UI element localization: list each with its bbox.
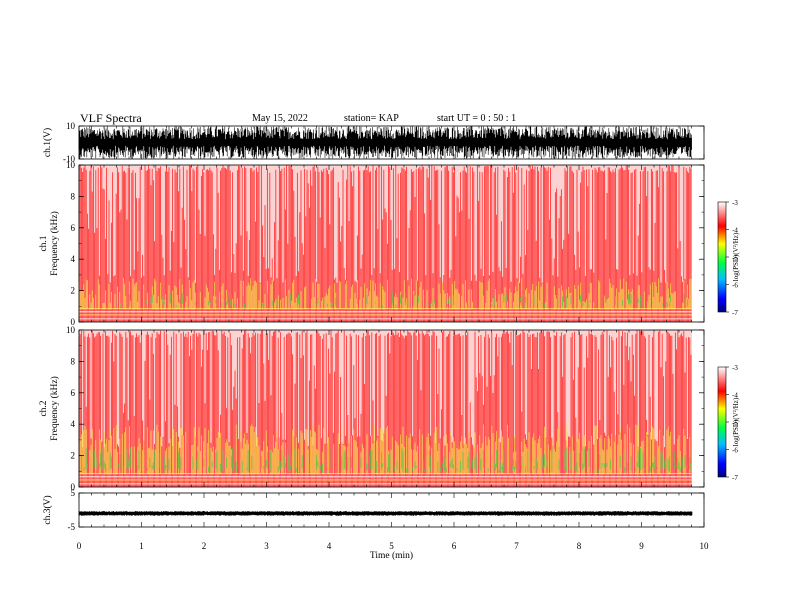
- ch3-waveform-panel: [78, 511, 693, 516]
- y-tick-label: 8: [71, 191, 76, 201]
- y-axis-label: ch.1: [39, 235, 49, 251]
- x-tick-label: 10: [700, 541, 710, 551]
- y-tick-label: 4: [71, 254, 76, 264]
- start-time-label: start UT = 0 : 50 : 1: [437, 113, 517, 124]
- y-tick-label: -10: [63, 154, 75, 164]
- y-axis-label: ch.2: [39, 400, 49, 416]
- x-tick-label: 3: [264, 541, 269, 551]
- colorbar-tick-label: -6: [732, 447, 738, 455]
- y-axis-label: ch.3(V): [42, 495, 53, 524]
- colorbar-label: log(PSD)(V²/Hz): [732, 397, 740, 446]
- y-axis-label: Frequency (kHz): [49, 211, 60, 276]
- y-tick-label: 8: [71, 356, 76, 366]
- date-label: May 15, 2022: [252, 113, 308, 124]
- colorbar-label: log(PSD)(V²/Hz): [732, 232, 740, 281]
- colorbar-tick-label: -6: [732, 282, 738, 290]
- colorbar-tick-label: -5: [732, 419, 738, 427]
- station-label: station= KAP: [344, 113, 399, 124]
- y-tick-label: 6: [71, 388, 76, 398]
- panel-frame: [78, 492, 705, 528]
- colorbar-tick-label: -3: [732, 199, 738, 207]
- y-tick-label: 5: [71, 488, 76, 498]
- colorbar-tick-label: -7: [732, 309, 738, 317]
- colorbar-tick-label: -5: [732, 254, 738, 262]
- x-axis-label: Time (min): [370, 550, 413, 561]
- y-tick-label: 0: [71, 317, 76, 327]
- y-tick-label: 2: [71, 451, 76, 461]
- x-tick-label: 5: [389, 541, 394, 551]
- x-tick-label: 9: [639, 541, 644, 551]
- ch1-waveform-trace: [78, 126, 692, 159]
- colorbar: [717, 366, 727, 478]
- x-tick-label: 7: [514, 541, 519, 551]
- colorbar-tick-label: -4: [732, 227, 738, 235]
- ch2-spectrogram-panel: [78, 330, 692, 487]
- y-tick-label: 10: [66, 160, 76, 170]
- chart-title: VLF Spectra: [80, 111, 142, 125]
- ch3-waveform-trace: [78, 511, 693, 516]
- y-tick-label: 4: [71, 419, 76, 429]
- y-tick-label: 6: [71, 223, 76, 233]
- spectrogram-yellow-band: [79, 424, 691, 475]
- y-tick-label: 10: [66, 121, 76, 131]
- y-tick-label: 2: [71, 286, 76, 296]
- x-tick-label: 2: [202, 541, 207, 551]
- colorbar-tick-label: -3: [732, 364, 738, 372]
- spectrogram-green-band: [89, 292, 688, 308]
- y-axis-label: ch.1(V): [42, 128, 53, 157]
- x-tick-label: 8: [577, 541, 582, 551]
- x-tick-label: 1: [139, 541, 144, 551]
- y-tick-label: 0: [71, 482, 76, 492]
- y-axis-label: Frequency (kHz): [49, 376, 60, 441]
- y-tick-label: -5: [68, 522, 76, 532]
- ch1-spectrogram-panel: [78, 165, 692, 322]
- x-tick-label: 4: [327, 541, 332, 551]
- ch1-waveform-panel: [78, 126, 692, 159]
- axes-layer: -3 -4 -5 -6 -7 log(PSD)(V²/Hz) -3 -4 -5 -6 -7 log(P…: [39, 121, 740, 561]
- y-tick-label: 10: [66, 325, 76, 335]
- x-tick-label: 0: [77, 541, 82, 551]
- x-tick-label: 6: [452, 541, 457, 551]
- colorbar-tick-label: -4: [732, 392, 738, 400]
- colorbar: [717, 201, 727, 313]
- colorbar-tick-label: -7: [732, 474, 738, 482]
